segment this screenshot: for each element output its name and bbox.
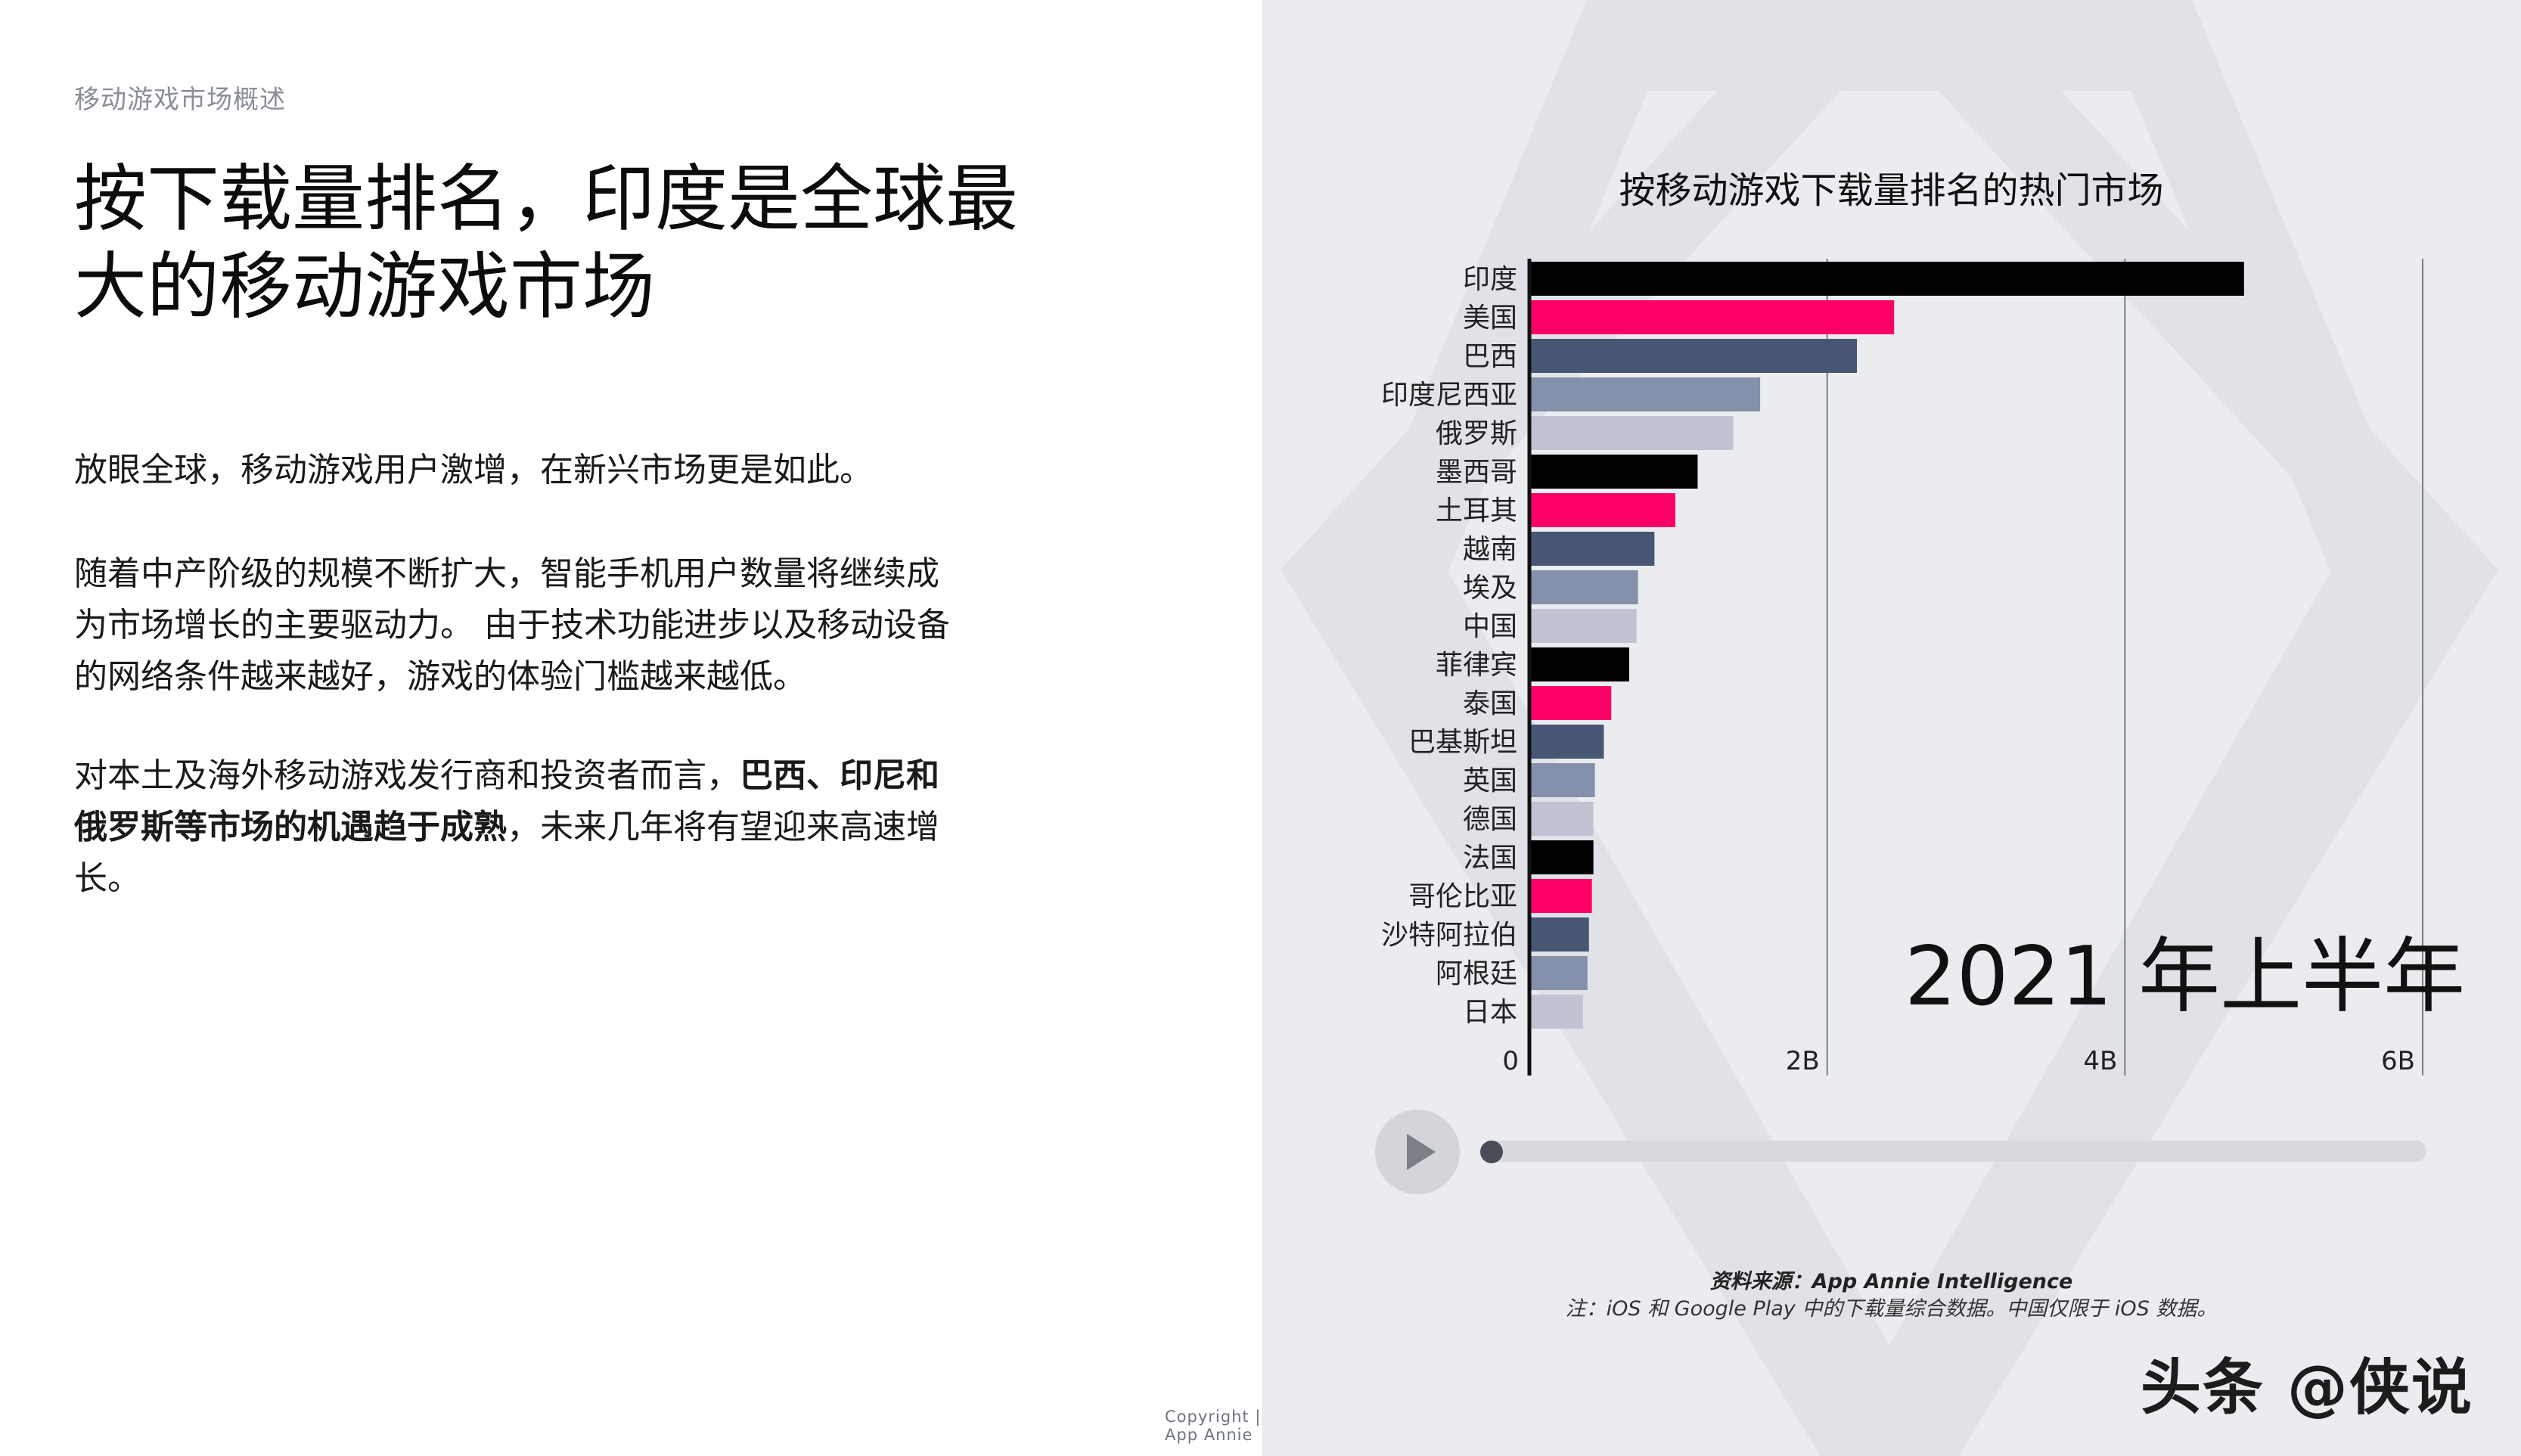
bar: [1529, 416, 1734, 450]
bar: [1529, 956, 1588, 990]
category-label: 印度: [1463, 264, 1517, 295]
category-label: 菲律宾: [1436, 650, 1517, 681]
x-tick-label: 4B: [2083, 1046, 2117, 1076]
category-label: 巴基斯坦: [1408, 727, 1517, 758]
bar: [1529, 493, 1675, 527]
category-label: 中国: [1463, 611, 1517, 642]
opportunity-text-bold: 巴西、印尼和俄罗斯等市场的机遇趋于成熟: [74, 756, 939, 846]
bar: [1529, 802, 1594, 836]
growth-paragraph: 随着中产阶级的规模不断扩大，智能手机用户数量将继续成为市场增长的主要驱动力。 由…: [74, 554, 950, 696]
bar: [1529, 763, 1595, 797]
category-label: 法国: [1463, 843, 1517, 874]
category-label: 美国: [1463, 303, 1517, 334]
bar: [1529, 609, 1637, 643]
x-tick-label: 2B: [1786, 1046, 1820, 1076]
note-text: 注：iOS 和 Google Play 中的下载量综合数据。中国仅限于 iOS …: [1565, 1297, 2218, 1321]
bar: [1529, 725, 1604, 759]
category-label: 沙特阿拉伯: [1381, 920, 1517, 951]
category-label: 哥伦比亚: [1408, 881, 1517, 912]
bar: [1529, 570, 1638, 604]
category-label: 德国: [1463, 804, 1517, 835]
play-button[interactable]: [1375, 1110, 1460, 1194]
opportunity-text-post: ，未来几年将有望迎来高速增长。: [74, 808, 939, 898]
source-text: 资料来源：App Annie Intelligence: [1709, 1270, 2073, 1293]
opportunity-paragraph: 对本土及海外移动游戏发行商和投资者而言，巴西、印尼和俄罗斯等市场的机遇趋于成熟，…: [74, 750, 952, 905]
intro-paragraph: 放眼全球，移动游戏用户激增，在新兴市场更是如此。: [74, 451, 873, 489]
bar: [1529, 532, 1655, 566]
category-label: 日本: [1463, 997, 1517, 1028]
bar: [1529, 840, 1594, 874]
period-label: 2021 年上半年: [1905, 930, 2466, 1024]
bar: [1529, 455, 1698, 489]
category-label: 泰国: [1463, 688, 1517, 719]
chart-panel: [1262, 0, 2521, 1456]
page-headline: 按下载量排名，印度是全球最大的移动游戏市场: [74, 157, 1018, 329]
background-diamond-decoration: [1281, 0, 2498, 1456]
copyright-text: Copyright | App Annie: [1165, 1408, 1262, 1444]
x-tick-label: 0: [1502, 1046, 1519, 1076]
timeline-slider-handle[interactable]: [1480, 1141, 1503, 1163]
bar: [1529, 262, 2244, 296]
category-label: 土耳其: [1436, 495, 1517, 526]
category-label: 巴西: [1463, 341, 1517, 372]
watermark-text: 头条 @侠说: [2141, 1352, 2473, 1423]
category-label: 越南: [1463, 534, 1517, 565]
x-tick-label: 6B: [2381, 1046, 2415, 1076]
bar: [1529, 339, 1858, 373]
bar: [1529, 300, 1895, 334]
bar: [1529, 995, 1583, 1029]
bar: [1529, 647, 1629, 681]
category-label: 英国: [1463, 765, 1517, 796]
timeline-slider-track[interactable]: [1484, 1141, 2426, 1162]
bar: [1529, 377, 1761, 411]
opportunity-text-pre: 对本土及海外移动游戏发行商和投资者而言，: [74, 756, 740, 795]
section-label: 移动游戏市场概述: [74, 85, 286, 115]
chart-title: 按移动游戏下载量排名的热门市场: [1619, 169, 2164, 212]
left-panel: 移动游戏市场概述 按下载量排名，印度是全球最大的移动游戏市场 放眼全球，移动游戏…: [74, 85, 1262, 1444]
bar: [1529, 917, 1589, 952]
play-icon: [1407, 1134, 1436, 1170]
category-label: 俄罗斯: [1436, 418, 1517, 449]
category-label: 墨西哥: [1436, 457, 1517, 488]
category-label: 印度尼西亚: [1381, 380, 1517, 411]
bar: [1529, 879, 1592, 913]
category-label: 埃及: [1463, 573, 1517, 604]
category-label: 阿根廷: [1436, 958, 1517, 989]
bar: [1529, 686, 1612, 720]
